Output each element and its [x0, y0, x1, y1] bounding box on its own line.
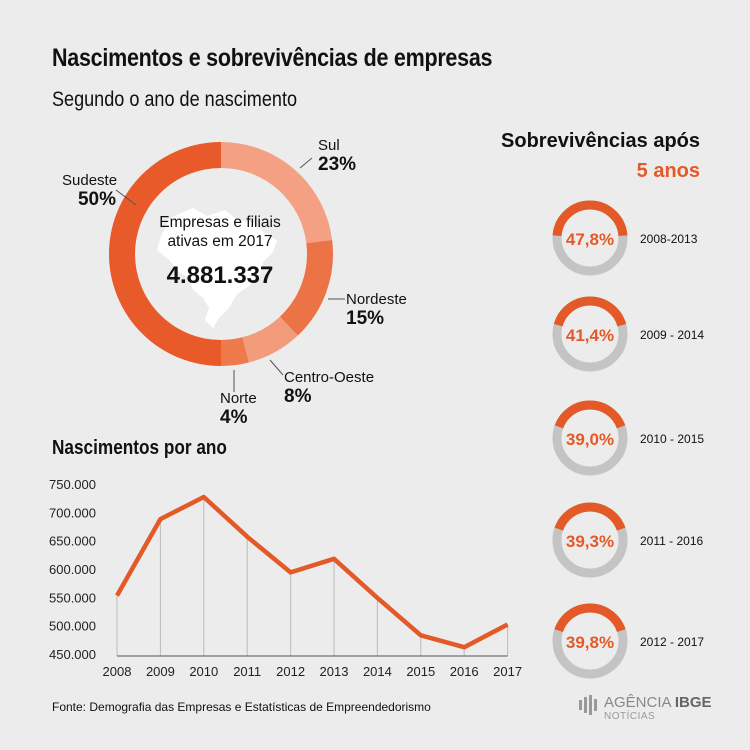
- x-tick-label: 2015: [406, 664, 435, 679]
- donut-center-caption: Empresas e filiais ativas em 2017: [136, 213, 304, 251]
- label-centro-oeste: Centro-Oeste 8%: [284, 369, 374, 408]
- page-title: Nascimentos e sobrevivências de empresas: [52, 44, 493, 72]
- label-norte-name: Norte: [220, 390, 257, 407]
- label-norte: Norte 4%: [220, 390, 257, 429]
- gauge-period: 2009 - 2014: [640, 328, 704, 342]
- x-tick-label: 2016: [450, 664, 479, 679]
- x-tick-label: 2011: [233, 664, 261, 679]
- y-tick-label: 450.000: [49, 647, 96, 662]
- gauge-value: 39,3%: [566, 532, 614, 551]
- leader-line: [115, 189, 137, 206]
- leader-line: [269, 359, 284, 376]
- label-sul: Sul 23%: [318, 137, 356, 176]
- x-tick-label: 2009: [146, 664, 175, 679]
- label-nordeste-name: Nordeste: [346, 291, 407, 308]
- x-tick-label: 2014: [363, 664, 392, 679]
- label-sul-name: Sul: [318, 137, 340, 154]
- donut-slice-sudeste: [109, 142, 222, 366]
- brazil-map-icon: [157, 208, 277, 328]
- y-tick-label: 650.000: [49, 534, 96, 549]
- gauge-fill: [554, 400, 626, 429]
- x-tick-label: 2010: [189, 664, 218, 679]
- donut-slice-norte: [220, 337, 249, 366]
- gauge-period: 2011 - 2016: [640, 534, 703, 548]
- gauge-period: 2012 - 2017: [640, 635, 704, 649]
- gauge-fill: [554, 502, 626, 531]
- x-tick-label: 2013: [320, 664, 349, 679]
- label-centro-oeste-name: Centro-Oeste: [284, 369, 375, 386]
- donut-center-value: 4.881.337: [166, 262, 274, 289]
- gauge-value: 39,0%: [566, 430, 614, 449]
- logo-sub: NOTÍCIAS: [604, 711, 656, 722]
- gauge-period: 2008-2013: [640, 232, 698, 246]
- donut-caption-line1: Empresas e filiais: [159, 214, 281, 231]
- donut-slice-centro-oeste: [241, 316, 298, 363]
- label-nordeste-pct: 15%: [346, 308, 385, 329]
- gauge-fill: [552, 200, 628, 237]
- ibge-logo-icon: [579, 695, 597, 715]
- gauge-fill: [554, 603, 626, 633]
- survival-subtitle: 5 anos: [636, 160, 700, 182]
- y-tick-label: 750.000: [49, 477, 96, 492]
- donut-slice-nordeste: [279, 239, 333, 336]
- y-tick-label: 500.000: [49, 619, 96, 634]
- label-sul-pct: 23%: [318, 154, 357, 175]
- gauge-fill: [553, 296, 627, 327]
- y-tick-label: 600.000: [49, 562, 96, 577]
- donut-caption-line2: ativas em 2017: [167, 233, 273, 250]
- label-nordeste: Nordeste 15%: [346, 291, 407, 330]
- series-line: [115, 494, 509, 650]
- donut-slice-sul: [220, 142, 333, 244]
- agencia-ibge-logo: AGÊNCIA IBGE NOTÍCIAS: [578, 694, 712, 722]
- y-tick-label: 550.000: [49, 590, 96, 605]
- label-sudeste: Sudeste 50%: [62, 172, 118, 211]
- source-note: Fonte: Demografia das Empresas e Estatís…: [52, 700, 431, 714]
- gauge-value: 47,8%: [566, 230, 614, 249]
- label-sudeste-pct: 50%: [77, 189, 116, 210]
- label-norte-pct: 4%: [220, 407, 248, 428]
- gauge-value: 41,4%: [566, 326, 614, 345]
- logo-brand2: IBGE: [674, 694, 712, 711]
- y-tick-label: 700.000: [49, 505, 96, 520]
- line-chart-title: Nascimentos por ano: [52, 437, 227, 459]
- label-centro-oeste-pct: 8%: [284, 386, 312, 407]
- logo-brand1: AGÊNCIA: [604, 694, 671, 711]
- x-tick-label: 2012: [276, 664, 305, 679]
- x-tick-label: 2017: [493, 664, 522, 679]
- gauge-value: 39,8%: [566, 633, 614, 652]
- survival-title: Sobrevivências após: [501, 130, 700, 152]
- gauge-period: 2010 - 2015: [640, 432, 704, 446]
- page-subtitle: Segundo o ano de nascimento: [52, 88, 298, 111]
- x-tick-label: 2008: [103, 664, 132, 679]
- leader-line: [299, 157, 313, 169]
- label-sudeste-name: Sudeste: [62, 172, 118, 189]
